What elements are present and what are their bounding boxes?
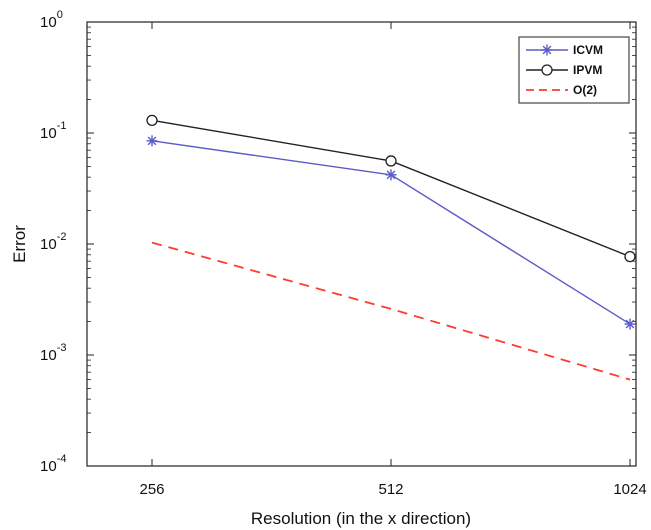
y-tick-label: 10-4 <box>40 453 66 475</box>
legend-label: ICVM <box>573 43 603 57</box>
x-tick-label: 1024 <box>613 481 646 498</box>
legend: ICVM IPVM O(2) <box>518 36 630 104</box>
series-line-o2 <box>151 241 631 381</box>
legend-marker <box>541 44 553 56</box>
x-tick-label: 512 <box>378 481 403 498</box>
x-tick-label: 256 <box>139 481 164 498</box>
y-axis-title: Error <box>10 225 29 263</box>
data-point-ipvm <box>146 114 158 127</box>
legend-label: O(2) <box>573 83 597 97</box>
y-tick-label: 100 <box>40 9 63 31</box>
y-tick-label: 10-3 <box>40 342 66 364</box>
x-axis-title: Resolution (in the x direction) <box>251 509 471 528</box>
y-tick-label: 10-1 <box>40 120 66 142</box>
data-point-icvm <box>624 318 636 330</box>
series-line-icvm <box>151 140 631 325</box>
data-point-icvm <box>385 169 397 181</box>
legend-marker <box>541 64 553 76</box>
y-tick-label: 10-2 <box>40 231 66 253</box>
series-line-ipvm <box>151 119 631 258</box>
data-point-icvm <box>146 135 158 147</box>
data-point-ipvm <box>385 155 397 167</box>
data-point-ipvm <box>624 250 636 263</box>
legend-label: IPVM <box>573 63 602 77</box>
